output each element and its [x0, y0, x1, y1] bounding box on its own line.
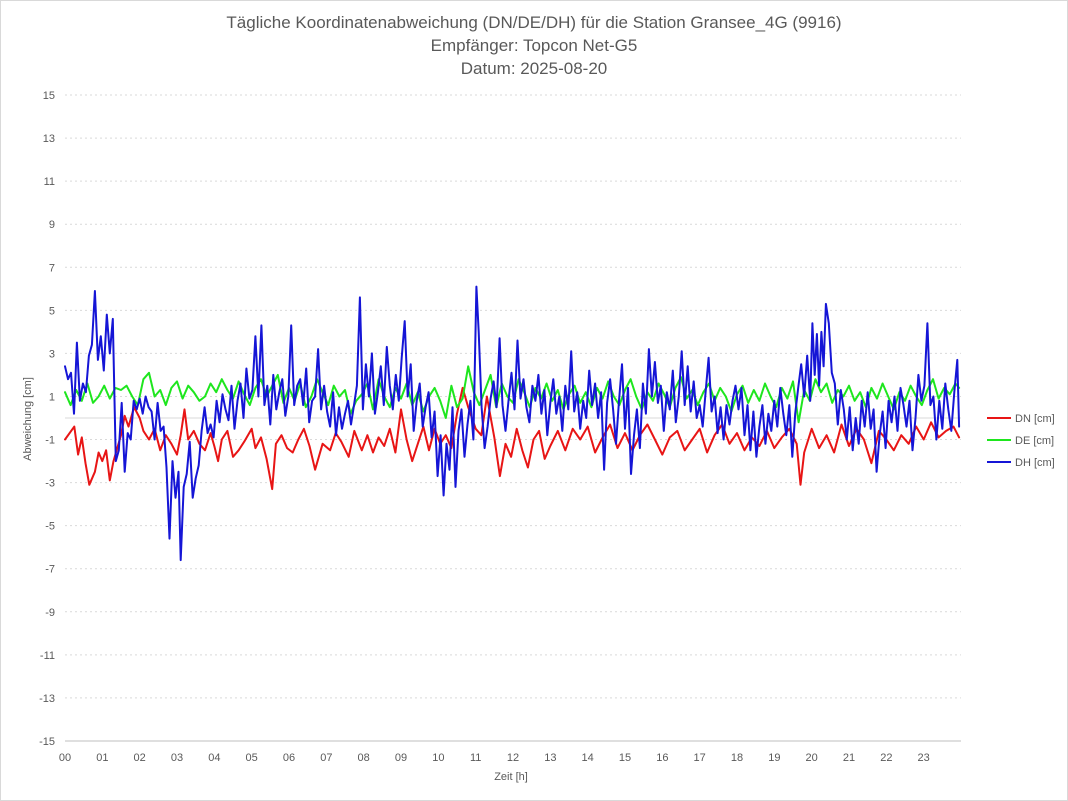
x-tick-label: 14	[582, 752, 594, 764]
y-tick-label: 3	[49, 348, 55, 360]
chart-title-line: Tägliche Koordinatenabweichung (DN/DE/DH…	[226, 13, 841, 32]
x-tick-label: 19	[768, 752, 780, 764]
x-tick-label: 09	[395, 752, 407, 764]
x-tick-label: 13	[544, 752, 556, 764]
x-tick-label: 22	[880, 752, 892, 764]
x-tick-label: 20	[806, 752, 818, 764]
series-line-dh	[64, 285, 961, 562]
x-tick-label: 03	[171, 752, 183, 764]
x-tick-label: 10	[432, 752, 444, 764]
y-tick-label: 1	[49, 391, 55, 403]
x-tick-label: 02	[134, 752, 146, 764]
legend-label-de: DE [cm]	[1015, 435, 1054, 447]
y-tick-label: -9	[45, 607, 55, 619]
y-tick-label: -5	[45, 521, 55, 533]
x-tick-label: 05	[246, 752, 258, 764]
x-tick-label: 23	[918, 752, 930, 764]
x-tick-label: 21	[843, 752, 855, 764]
x-tick-label: 00	[59, 752, 71, 764]
y-tick-label: -7	[45, 564, 55, 576]
y-axis-ticks: 15 13 11 9 7 5 3 1 -1 -3 -5 -7 -9 -11 -13 -15	[39, 90, 55, 748]
y-tick-label: 11	[44, 176, 55, 188]
chart-subtitle-receiver: Empfänger: Topcon Net-G5	[431, 36, 638, 55]
x-tick-label: 07	[320, 752, 332, 764]
chart-subtitle-date: Datum: 2025-08-20	[461, 59, 607, 78]
x-tick-label: 12	[507, 752, 519, 764]
x-tick-label: 15	[619, 752, 631, 764]
x-tick-label: 17	[694, 752, 706, 764]
x-tick-label: 16	[656, 752, 668, 764]
x-axis-title: Zeit [h]	[494, 771, 528, 783]
y-tick-label: 9	[49, 219, 55, 231]
y-tick-label: -1	[45, 435, 55, 447]
y-axis-title: Abweichung [cm]	[22, 377, 34, 461]
x-tick-label: 06	[283, 752, 295, 764]
x-tick-label: 08	[358, 752, 370, 764]
y-tick-label: -15	[39, 736, 55, 748]
y-tick-label: -3	[45, 478, 55, 490]
x-axis-ticks: 00 01 02 03 04 05 06 07 08 09 10 11 12 13 14 15 16 17 18 19…	[59, 752, 930, 764]
y-tick-label: -13	[39, 693, 55, 705]
x-tick-label: 18	[731, 752, 743, 764]
y-tick-label: 15	[43, 90, 55, 102]
legend-label-dh: DH [cm]	[1015, 457, 1055, 469]
chart-title: Tägliche Koordinatenabweichung (DN/DE/DH…	[226, 13, 841, 78]
x-tick-label: 04	[208, 752, 220, 764]
legend-label-dn: DN [cm]	[1015, 413, 1055, 425]
x-tick-label: 11	[470, 752, 481, 764]
x-tick-label: 01	[96, 752, 108, 764]
y-tick-label: 5	[49, 305, 55, 317]
gridlines	[65, 94, 961, 742]
y-tick-label: 13	[43, 133, 55, 145]
series-lines	[64, 285, 961, 562]
y-tick-label: 7	[49, 262, 55, 274]
y-tick-label: -11	[40, 650, 55, 662]
legend: DN [cm] DE [cm] DH [cm]	[987, 413, 1055, 469]
